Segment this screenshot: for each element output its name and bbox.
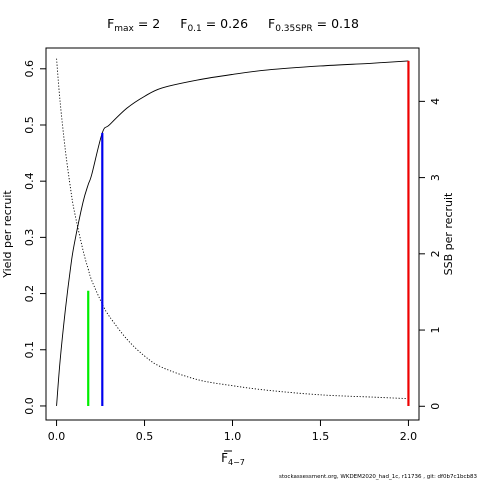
y-left-tick-label: 0.1 (23, 341, 36, 359)
y-right-tick-label: 1 (429, 327, 442, 334)
y-left-tick-label: 0.5 (23, 116, 36, 134)
x-axis-label: F4−7 (221, 451, 245, 467)
y-right-tick-label: 2 (429, 250, 442, 257)
title-fmax-sub: max (114, 24, 134, 34)
x-axis: 0.0 0.5 1.0 1.5 2.0 (48, 420, 417, 443)
title-f01-sub: 0.1 (187, 24, 201, 34)
y-left-tick-label: 0.6 (23, 60, 36, 78)
x-tick-label: 0.0 (48, 430, 66, 443)
y-right-tick-label: 4 (429, 98, 442, 105)
title-f01-main: F (180, 16, 187, 31)
chart-title: Fmax = 2 F0.1 = 0.26 F0.35SPR = 0.18 (107, 16, 359, 34)
y-axis-right-label: SSB per recruit (442, 192, 455, 275)
footer-note: stockassessment.org, WKDEM2020_had_1c, r… (279, 474, 477, 480)
x-tick-label: 0.5 (136, 430, 154, 443)
y-axis-right: 0 1 2 3 4 (419, 98, 442, 410)
title-fmax-value: = 2 (134, 16, 160, 31)
x-axis-label-main: F (221, 451, 228, 465)
reference-lines (87, 60, 410, 406)
ssb-per-recruit-line (56, 58, 409, 400)
y-axis-left: 0.0 0.1 0.2 0.3 0.4 0.5 0.6 (23, 60, 46, 415)
y-axis-left-label: Yield per recruit (1, 190, 14, 279)
x-tick-label: 1.0 (224, 430, 242, 443)
title-fspr-value: = 0.18 (313, 16, 359, 31)
y-right-tick-label: 3 (429, 174, 442, 181)
series-layer (56, 58, 409, 406)
y-left-tick-label: 0.2 (23, 285, 36, 303)
title-f01-value: = 0.26 (202, 16, 248, 31)
y-left-tick-label: 0.4 (23, 172, 36, 190)
title-fspr-main: F (268, 16, 275, 31)
title-fspr-sub: 0.35SPR (275, 24, 312, 34)
y-left-tick-label: 0.3 (23, 229, 36, 247)
y-left-tick-label: 0.0 (23, 397, 36, 415)
yield-per-recruit-line (56, 60, 409, 406)
x-tick-label: 1.5 (312, 430, 330, 443)
x-axis-label-sub: 4−7 (228, 458, 245, 467)
title-fmax-main: F (107, 16, 114, 31)
y-right-tick-label: 0 (429, 403, 442, 410)
x-tick-label: 2.0 (400, 430, 418, 443)
